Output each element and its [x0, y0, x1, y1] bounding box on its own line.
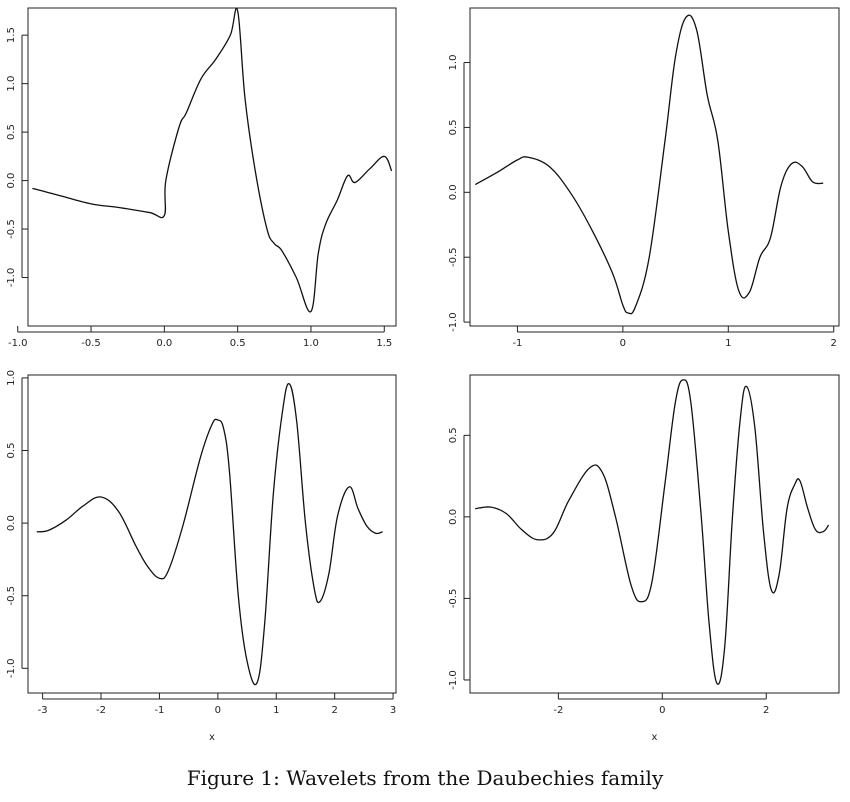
y-tick-label: -0.5 — [6, 219, 17, 239]
plot-frame — [27, 7, 397, 327]
y-tick-label: -1.0 — [448, 670, 459, 690]
plot-frame — [469, 7, 840, 327]
x-tick-label: 0.0 — [156, 338, 172, 349]
x-tick-label: 3 — [390, 705, 396, 716]
y-tick-label: 0.0 — [6, 515, 17, 531]
x-tick-label: 1 — [273, 705, 279, 716]
y-tick-label: 1.5 — [6, 27, 17, 43]
x-tick-label: 1 — [725, 338, 731, 349]
x-tick-label: 1.5 — [376, 338, 392, 349]
figure-caption: Figure 1: Wavelets from the Daubechies f… — [186, 766, 664, 790]
y-tick-label: 0.5 — [448, 119, 459, 135]
x-tick-label: 2 — [831, 338, 837, 349]
x-tick-label: -0.5 — [81, 338, 101, 349]
x-tick-label: -3 — [38, 705, 48, 716]
y-tick-label: 0.0 — [6, 173, 17, 189]
wavelet-panel-1: -1.0 -0.5 0.0 0.5 1.0 1.5 -1.0 -0.5 0.0 0.5 1.0 1.5 — [6, 7, 397, 349]
y-tick-label: -1.0 — [448, 312, 459, 332]
plot-frame — [27, 374, 397, 694]
x-tick-label: -1 — [154, 705, 164, 716]
y-tick-label: -0.5 — [448, 247, 459, 267]
wavelet-line — [474, 14, 824, 315]
wavelet-line — [36, 383, 383, 686]
wavelet-line — [32, 7, 393, 313]
x-tick-label: -2 — [96, 705, 106, 716]
y-tick-label: -1.0 — [6, 268, 17, 288]
wavelet-panel-4: -2 0 2 -1.0 -0.5 0.0 0.5 x — [448, 374, 840, 743]
x-tick-label: 2 — [331, 705, 337, 716]
plot-frame — [469, 374, 840, 694]
y-tick-label: 0.0 — [448, 509, 459, 525]
wavelet-panel-2: -1 0 1 2 -1.0 -0.5 0.0 0.5 1.0 — [448, 7, 840, 349]
y-tick-label: -1.0 — [6, 659, 17, 679]
wavelet-panel-3: -3 -2 -1 0 1 2 3 -1.0 -0.5 0.0 0.5 1.0 x — [6, 370, 397, 743]
y-tick-label: 0.5 — [6, 443, 17, 459]
x-tick-label: 2 — [763, 705, 769, 716]
x-tick-label: 0 — [215, 705, 221, 716]
y-tick-label: 1.0 — [6, 76, 17, 92]
y-tick-label: 0.5 — [6, 124, 17, 140]
x-tick-label: -1 — [512, 338, 522, 349]
x-tick-label: 0 — [659, 705, 665, 716]
x-axis-title: x — [652, 732, 658, 743]
x-tick-label: 0.5 — [230, 338, 246, 349]
y-tick-label: 1.0 — [448, 55, 459, 71]
wavelet-line — [475, 379, 830, 685]
x-tick-label: -2 — [553, 705, 563, 716]
y-tick-label: 1.0 — [6, 370, 17, 386]
y-tick-label: -0.5 — [448, 589, 459, 609]
y-tick-label: -0.5 — [6, 586, 17, 606]
x-tick-label: 1.0 — [303, 338, 319, 349]
y-tick-label: 0.0 — [448, 184, 459, 200]
x-axis-title: x — [209, 732, 215, 743]
x-tick-label: -1.0 — [8, 338, 28, 349]
y-tick-label: 0.5 — [448, 427, 459, 443]
x-tick-label: 0 — [620, 338, 626, 349]
